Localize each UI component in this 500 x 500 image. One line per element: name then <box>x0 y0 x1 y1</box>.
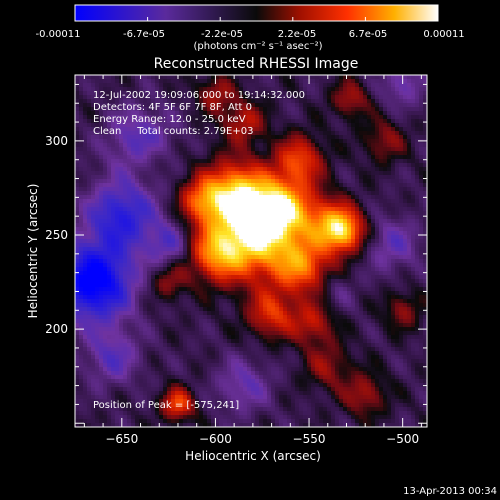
annotation-energy-range: Energy Range: 12.0 - 25.0 keV <box>93 114 246 125</box>
y-axis-label: Heliocentric Y (arcsec) <box>26 184 40 319</box>
colorbar-tick-label: -6.7e-05 <box>123 29 165 40</box>
colorbar-tick-label: 0.00011 <box>423 29 464 40</box>
x-axis-label: Heliocentric X (arcsec) <box>185 449 321 463</box>
x-tick-label: −600 <box>199 432 232 446</box>
x-tick-label: −650 <box>105 432 138 446</box>
heatmap-image <box>75 75 427 427</box>
annotation-time-range: 12-Jul-2002 19:09:06.000 to 19:14:32.000 <box>93 90 305 101</box>
colorbar-tick-label: 6.7e-05 <box>349 29 387 40</box>
colorbar-ticks <box>74 17 439 21</box>
colorbar-tick-label: -0.00011 <box>36 29 81 40</box>
annotation-peak-position: Position of Peak = [-575,241] <box>93 400 239 411</box>
annotation-detectors: Detectors: 4F 5F 6F 7F 8F, Att 0 <box>93 102 252 113</box>
annotation-clean-counts: Clean Total counts: 2.79E+03 <box>93 126 253 137</box>
colorbar-tick-label: -2.2e-05 <box>201 29 243 40</box>
chart-title: Reconstructed RHESSI Image <box>154 56 359 72</box>
y-tick-label: 250 <box>45 228 68 242</box>
colorbar <box>74 4 439 22</box>
axis-ticks <box>75 75 427 427</box>
colorbar-unit-label: (photons cm⁻² s⁻¹ asec⁻²) <box>193 41 322 52</box>
plot-frame <box>74 74 428 428</box>
y-tick-label: 300 <box>45 134 68 148</box>
x-tick-label: −550 <box>293 432 326 446</box>
x-tick-label: −500 <box>386 432 419 446</box>
y-tick-label: 200 <box>45 322 68 336</box>
footer-date: 13-Apr-2013 00:34 <box>403 486 497 497</box>
colorbar-tick-label: 2.2e-05 <box>278 29 316 40</box>
